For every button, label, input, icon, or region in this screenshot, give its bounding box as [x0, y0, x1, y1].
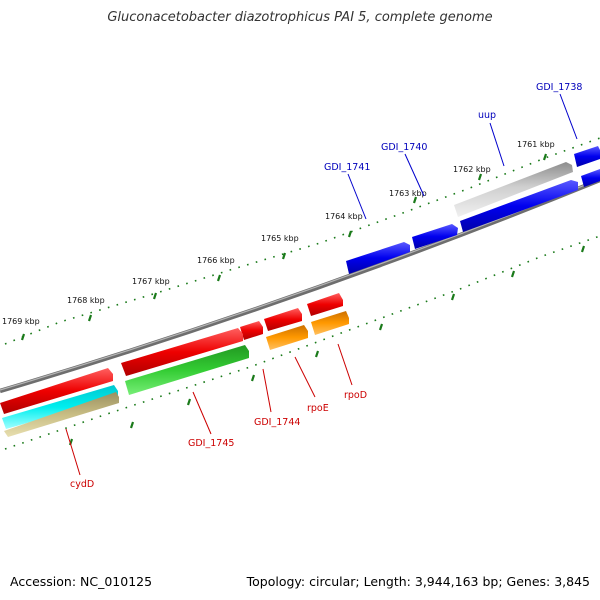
gene-feature-gdi1744[interactable] — [240, 321, 263, 340]
tick-label-1761: 1761 kbp — [517, 140, 555, 149]
gene-label-cydD[interactable]: cydD — [70, 479, 94, 490]
gene-feature-gdi1745[interactable] — [121, 328, 243, 376]
gene-track-khaki — [4, 392, 119, 437]
gene-feature-gdi1738-b[interactable] — [581, 169, 600, 187]
tick-label-1763: 1763 kbp — [389, 189, 427, 198]
gene-feature-uup-b[interactable] — [460, 180, 578, 232]
gene-feature-rpoD[interactable] — [307, 293, 343, 316]
gene-label-gdi1744[interactable]: GDI_1744 — [254, 417, 300, 428]
gc-dots-outer — [4, 137, 600, 345]
accession-text: Accession: NC_010125 — [10, 574, 153, 589]
page-title: Gluconacetobacter diazotrophicus PAI 5, … — [107, 10, 493, 25]
gene-track-orange-2 — [266, 325, 308, 350]
gene-feature-gdi1738[interactable] — [574, 146, 600, 167]
gene-feature-gdi1741[interactable] — [346, 242, 410, 274]
gene-track-orange-1 — [311, 311, 349, 335]
gene-feature-gdi1740[interactable] — [412, 224, 458, 249]
gc-dots-inner — [4, 235, 600, 450]
genome-backbone — [0, 177, 600, 394]
genome-summary-text: Topology: circular; Length: 3,944,163 bp… — [246, 574, 590, 589]
gene-label-gdi1745[interactable]: GDI_1745 — [188, 438, 234, 449]
gene-label-gdi1740[interactable]: GDI_1740 — [381, 142, 427, 153]
tick-label-1762: 1762 kbp — [453, 165, 491, 174]
gene-label-gdi1738[interactable]: GDI_1738 — [536, 82, 582, 93]
gene-label-uup[interactable]: uup — [478, 110, 496, 121]
gene-track-green — [125, 345, 249, 395]
gene-feature-uup[interactable] — [454, 162, 573, 217]
major-ticks — [20, 153, 586, 446]
tick-label-1768: 1768 kbp — [67, 296, 105, 305]
tick-label-1769: 1769 kbp — [2, 317, 40, 326]
gene-label-rpoD[interactable]: rpoD — [344, 390, 367, 401]
tick-label-1765: 1765 kbp — [261, 234, 299, 243]
gene-feature-rpoE[interactable] — [264, 308, 302, 331]
gene-feature-cydD[interactable] — [0, 368, 113, 414]
gene-track-cyan — [2, 385, 118, 429]
gene-label-gdi1741[interactable]: GDI_1741 — [324, 162, 370, 173]
reverse-label-leaders — [65, 343, 353, 476]
forward-label-leaders — [347, 93, 578, 220]
gene-label-rpoE[interactable]: rpoE — [307, 403, 329, 414]
tick-label-1766: 1766 kbp — [197, 256, 235, 265]
tick-label-1767: 1767 kbp — [132, 277, 170, 286]
tick-label-1764: 1764 kbp — [325, 212, 363, 221]
